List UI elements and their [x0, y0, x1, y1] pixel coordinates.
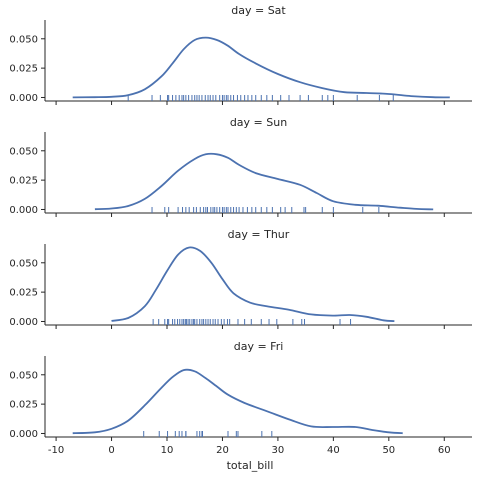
y-tick-label: 0.025 [9, 288, 38, 299]
facet-title: day = Sat [231, 4, 286, 17]
x-tick-label: 10 [161, 445, 174, 456]
y-tick-label: 0.025 [9, 64, 38, 75]
facet-panel: day = Sun 0.000 0.025 0.050 [9, 116, 472, 217]
x-axis-label: total_bill [227, 459, 274, 472]
x-tick-label: 50 [382, 445, 395, 456]
facet-panel: day = Thur 0.000 0.025 0.050 [9, 228, 472, 329]
x-tick-label: 20 [216, 445, 229, 456]
y-tick-label: 0.050 [9, 146, 38, 157]
facet-title: day = Fri [234, 340, 284, 353]
kde-line [94, 152, 434, 211]
y-tick-label: 0.025 [9, 176, 38, 187]
y-tick-label: 0.000 [9, 429, 38, 440]
x-tick-label: 60 [438, 445, 451, 456]
y-tick-label: 0.050 [9, 258, 38, 269]
x-tick-label: 0 [108, 445, 114, 456]
y-tick-label: 0.000 [9, 93, 38, 104]
x-tick-label: -10 [48, 445, 64, 456]
kde-line [72, 368, 403, 435]
facet-title: day = Sun [230, 116, 287, 129]
y-tick-label: 0.000 [9, 317, 38, 328]
x-tick-label: 30 [272, 445, 285, 456]
facet-title: day = Thur [228, 228, 290, 241]
y-tick-label: 0.050 [9, 370, 38, 381]
kde-line [72, 36, 450, 99]
y-tick-label: 0.000 [9, 205, 38, 216]
facet-panel: day = Fri 0.000 0.025 0.050 -10 0 10 20 30 40 50 60 [9, 340, 472, 456]
kde-line [111, 246, 395, 322]
x-tick-label: 40 [327, 445, 340, 456]
facet-panel: day = Sat 0.000 0.025 0.050 [9, 4, 472, 105]
y-tick-label: 0.025 [9, 400, 38, 411]
y-tick-label: 0.050 [9, 34, 38, 45]
